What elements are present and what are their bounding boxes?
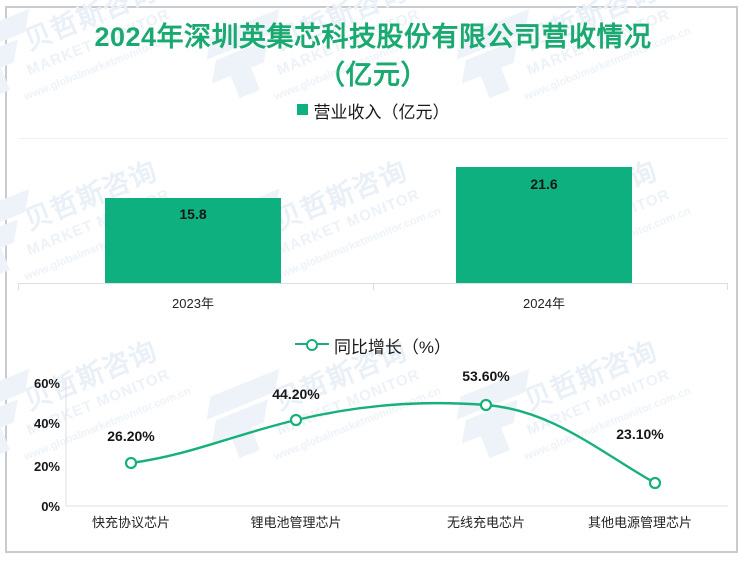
y-tick-label: 40%	[33, 416, 60, 431]
chart-title-line-2: （亿元）	[318, 60, 428, 90]
chart-title: 2024年深圳英集芯科技股份有限公司营收情况 （亿元）	[0, 18, 746, 94]
bar-category-2024: 2024年	[523, 296, 565, 311]
line-point-4	[648, 476, 662, 490]
bar-axis-tick	[727, 283, 728, 290]
bar-chart-legend[interactable]: 营业收入（亿元）	[0, 98, 746, 123]
bar-value-2024: 21.6	[530, 176, 558, 192]
y-tick-label: 0%	[41, 499, 60, 514]
legend-swatch-icon	[296, 104, 308, 115]
chart-title-line-1: 2024年深圳英集芯科技股份有限公司营收情况	[94, 22, 652, 52]
bar-legend-label: 营业收入（亿元）	[313, 103, 450, 122]
y-tick-label: 20%	[33, 459, 60, 474]
x-category-2: 锂电池管理芯片	[250, 515, 342, 530]
line-value-label-3: 53.60%	[462, 368, 510, 384]
bar-chart-plot: 15.8 2023年 21.6 2024年	[0, 138, 746, 313]
y-tick-label: 60%	[33, 376, 60, 391]
line-chart-series-path	[129, 401, 657, 485]
bar-category-2023: 2023年	[172, 296, 214, 311]
line-point-3	[479, 398, 493, 412]
bar-chart-top-gridline	[18, 138, 728, 139]
bar-value-2023: 15.8	[179, 206, 207, 222]
line-legend-label: 同比增长（%）	[333, 338, 452, 357]
line-value-label-4: 23.10%	[616, 426, 664, 442]
bar-axis-tick	[373, 283, 374, 290]
x-category-4: 其他电源管理芯片	[587, 515, 692, 530]
line-value-label-1: 26.20%	[107, 428, 155, 444]
x-category-1: 快充协议芯片	[91, 515, 170, 530]
line-point-1	[124, 456, 138, 470]
line-point-2	[289, 413, 303, 427]
line-chart-plot: 60% 40% 20% 0% 26.20% 44.20% 53.60% 23.1…	[0, 360, 746, 550]
line-value-label-2: 44.20%	[272, 386, 320, 402]
x-category-3: 无线充电芯片	[446, 515, 525, 530]
line-chart-legend[interactable]: 同比增长（%）	[0, 333, 746, 358]
legend-line-marker-icon	[294, 338, 329, 351]
bar-axis-tick	[18, 283, 19, 290]
